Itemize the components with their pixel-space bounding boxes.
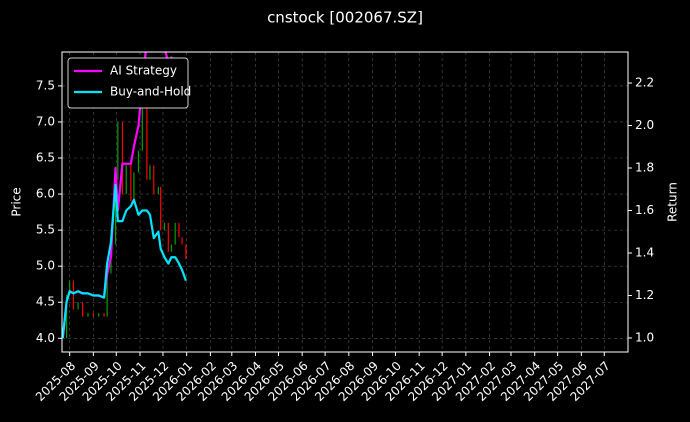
y-tick-label: 5.0 (36, 259, 55, 273)
y-tick-label: 6.0 (36, 187, 55, 201)
y-tick-label: 4.5 (36, 295, 55, 309)
y2-tick-label: 1.2 (635, 288, 654, 302)
y2-tick-label: 1.4 (635, 245, 654, 259)
y2-tick-label: 1.8 (635, 161, 654, 175)
y2-axis-label: Return (666, 182, 680, 222)
y-axis-label: Price (10, 187, 24, 216)
y-tick-label: 7.0 (36, 114, 55, 128)
chart-title: cnstock [002067.SZ] (267, 9, 423, 27)
plot-frame (61, 51, 629, 353)
legend-label: Buy-and-Hold (110, 85, 191, 99)
y2-tick-label: 2.2 (635, 76, 654, 90)
y-tick-label: 4.0 (36, 331, 55, 345)
series-line (62, 183, 187, 339)
legend-label: AI Strategy (110, 64, 177, 78)
y-tick-label: 7.5 (36, 78, 55, 92)
y-tick-label: 6.5 (36, 151, 55, 165)
y-tick-label: 5.5 (36, 223, 55, 237)
y2-tick-label: 2.0 (635, 118, 654, 132)
y2-tick-label: 1.0 (635, 330, 654, 344)
y2-tick-label: 1.6 (635, 203, 654, 217)
